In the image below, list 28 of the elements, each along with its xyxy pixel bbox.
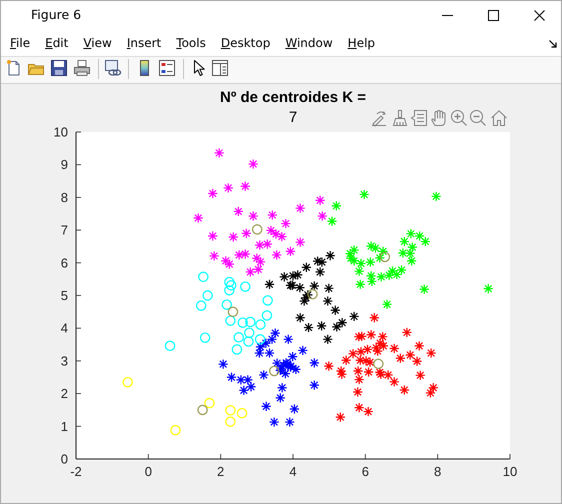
y-tick-label: 7 <box>60 222 68 238</box>
y-tick-label: 8 <box>60 190 68 205</box>
text: File <box>10 36 30 50</box>
text: Help <box>348 36 376 50</box>
x-tick-label: 2 <box>217 464 224 479</box>
text: Desktop <box>220 36 270 50</box>
y-tick-label: 0 <box>60 452 68 466</box>
text: Edit <box>45 36 68 50</box>
x-tick-label: 10 <box>502 464 518 479</box>
caption: Figure 6 <box>31 7 82 22</box>
y-tick-label: 9 <box>60 157 68 172</box>
y-tick-label: 6 <box>60 255 68 270</box>
x-tick-label: 4 <box>289 464 297 479</box>
y-tick-label: 4 <box>60 320 68 336</box>
chart-title: Nº de centroides K = 7 <box>219 88 367 128</box>
y-tick-label: 5 <box>60 288 68 303</box>
text: Insert <box>126 36 162 50</box>
text: Window <box>285 36 333 50</box>
x-tick-label: 6 <box>362 464 369 479</box>
text: Tools <box>176 36 206 50</box>
y-tick-label: 2 <box>60 386 68 402</box>
y-tick-label: 3 <box>60 353 68 368</box>
x-tick-label: 0 <box>144 464 152 479</box>
x-tick-label: 8 <box>434 464 442 479</box>
y-tick-label: 10 <box>54 124 68 140</box>
y-tick-label: 1 <box>60 418 68 434</box>
text: View <box>83 36 112 50</box>
x-tick-label: -2 <box>70 464 82 479</box>
